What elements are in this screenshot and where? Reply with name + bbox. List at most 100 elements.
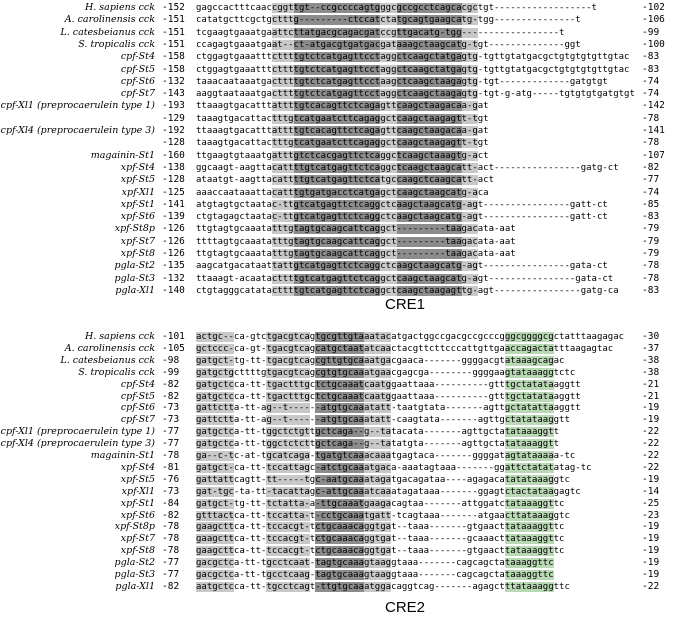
conserved-block [396, 273, 462, 284]
conserved-block [271, 249, 294, 259]
conserved-block [315, 379, 364, 390]
start-position: -76 [162, 473, 180, 485]
conserved-block [266, 343, 310, 354]
conserved-block [396, 236, 462, 247]
sequence: ttaaagtgacatttattttgtcacagttctcagagttcaa… [196, 126, 489, 136]
conserved-block [461, 224, 478, 235]
conserved-block [293, 150, 381, 161]
end-position: -79 [642, 235, 660, 247]
conserved-block [293, 285, 381, 296]
conserved-block [396, 3, 462, 13]
sequence-name: A. carolinensis cck [64, 14, 155, 26]
conserved-block [196, 510, 234, 521]
sequence-name: cpf-St6 [120, 402, 155, 414]
conserved-block [461, 285, 478, 296]
conserved-block [461, 187, 478, 198]
conserved-block [461, 126, 478, 136]
conserved-block [271, 64, 294, 75]
conserved-block [461, 249, 478, 259]
alignment-row: L. catesbeianus cck -98 gatgct-tg-tt-tgacg… [0, 355, 686, 367]
sequence: ggcaagt-aagttacattttgtcatgagttctcaggctca… [196, 162, 619, 173]
conserved-block [396, 162, 462, 173]
conserved-block [293, 273, 381, 284]
conserved-block [396, 175, 462, 186]
cre1-panel: H. sapiens cck -152 gagccactttcaaccggttgt-… [0, 2, 686, 302]
start-position: -135 [162, 260, 185, 272]
conserved-block [266, 379, 310, 390]
alignment-row: xpf-St7 -78 gaagcttca-tt-tccacgt-tctgcaaac… [0, 533, 686, 545]
alignment-row: -129 taaagtgacattactttgtcatgaatcttcagaggc… [0, 113, 686, 125]
sequence-name: xpf-St8 [120, 545, 155, 557]
conserved-block [461, 261, 478, 272]
conserved-block [315, 439, 364, 450]
conserved-block [504, 355, 554, 366]
conserved-block [396, 285, 462, 296]
sequence: gaagcttca-tt-tccacgt-tctgcaaacaggtgat--t… [196, 522, 565, 533]
sequence: aaggtaataaatgacttttgtctcatgagttcctaggctc… [196, 89, 635, 100]
sequence-name: pgla-Xl1 [115, 284, 155, 296]
conserved-block [196, 451, 234, 461]
end-position: -19 [642, 533, 660, 545]
conserved-block [364, 439, 392, 450]
end-position: -106 [642, 14, 665, 26]
conserved-block [266, 510, 310, 521]
sequence-name: cpf-St5 [120, 390, 155, 402]
alignment-row: magainin-St1 -160 ttgaagtgtaaatgatttgtctca… [0, 150, 686, 162]
end-position: -141 [642, 125, 665, 136]
sequence: gatgctca-tt-tggctctcttgctcaga--g--tatatg… [196, 439, 560, 450]
start-position: -139 [162, 211, 185, 223]
alignment-row: L. catesbeianus cck -151 tcgaagtgaaatgaatt… [0, 27, 686, 39]
conserved-block [380, 261, 397, 272]
alignment-row: cpf-St6 -73 gattctta-tt-ag--t------atgtgca… [0, 402, 686, 414]
alignment-row: cpf-St4 -82 gatgctcca-tt-tgactttgctctgcaaa… [0, 379, 686, 391]
alignment-row: pgla-St3 -77 gacgctca-tt-tgcctcaag-tagtgca… [0, 569, 686, 581]
conserved-block [380, 27, 397, 38]
conserved-block [504, 332, 554, 342]
sequence-name: H. sapiens cck [84, 331, 155, 342]
conserved-block [364, 558, 392, 569]
sequence-name: L. catesbeianus cck [60, 26, 155, 38]
conserved-block [364, 355, 392, 366]
start-position: -82 [162, 390, 180, 402]
conserved-block [315, 546, 364, 557]
sequence-name: cpf-St6 [120, 75, 155, 87]
conserved-block [396, 187, 462, 198]
conserved-block [461, 162, 478, 173]
conserved-block [396, 138, 462, 149]
sequence-name: cpf-Xl4 (preprocaerulein type 3) [0, 438, 155, 450]
sequence: gattctta-tt-ag--t------atgtgcaaatatt-caa… [196, 415, 570, 426]
end-position: -79 [642, 223, 660, 235]
sequence-name: cpf-St4 [120, 51, 155, 63]
conserved-block [315, 510, 364, 521]
conserved-block [461, 273, 478, 284]
sequence-name: xpf-St8p [114, 521, 155, 533]
sequence-name: pgla-Xl1 [115, 580, 155, 592]
start-position: -126 [162, 235, 185, 247]
conserved-block [461, 27, 478, 38]
cre2-panel: H. sapiens cck -101 actgc--ca-gtctgacgtcag… [0, 331, 686, 601]
conserved-block [504, 546, 554, 557]
start-position: -138 [162, 161, 185, 173]
conserved-block [266, 415, 310, 426]
conserved-block [293, 64, 381, 75]
conserved-block [461, 113, 478, 124]
conserved-block [461, 199, 478, 210]
conserved-block [271, 52, 294, 63]
conserved-block [266, 355, 310, 366]
alignment-row: xpf-St8p -78 gaagcttca-tt-tccacgt-tctgcaaa… [0, 521, 686, 533]
conserved-block [380, 224, 397, 235]
alignment-row: cpf-St7 -73 gattctta-tt-ag--t------atgtgca… [0, 414, 686, 426]
sequence: gatgct-tg-tt-tctatta-a-ttgcaaatgaagacagt… [196, 498, 565, 509]
alignment-row: A. carolinensis cck -151 catatgcttcgctgctt… [0, 14, 686, 26]
start-position: -128 [162, 137, 185, 149]
start-position: -77 [162, 438, 180, 450]
alignment-row: xpf-St6 -139 ctgtagagctaatac-ttgtcatgagttc… [0, 211, 686, 223]
start-position: -82 [162, 378, 180, 390]
sequence-name: xpf-Xl1 [121, 485, 155, 497]
conserved-block [315, 558, 364, 569]
conserved-block [266, 462, 310, 473]
conserved-block [293, 187, 381, 198]
conserved-block [196, 558, 234, 569]
conserved-block [293, 249, 381, 259]
conserved-block [266, 439, 310, 450]
